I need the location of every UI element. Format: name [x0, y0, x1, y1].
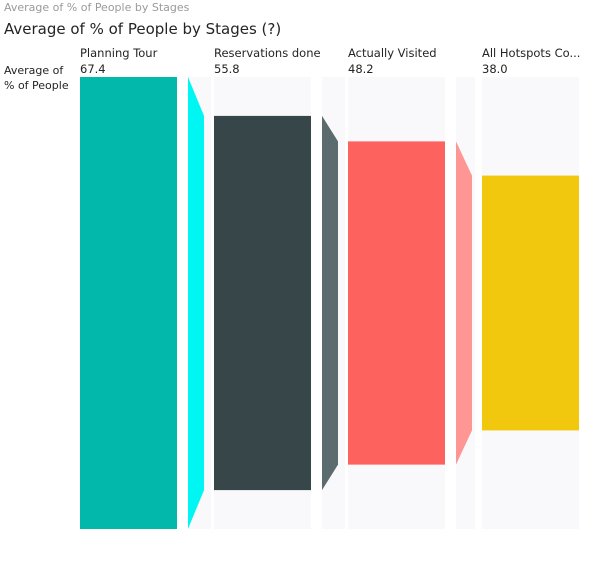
funnel-connector-2: [456, 141, 472, 465]
funnel-bar-3[interactable]: [482, 175, 579, 431]
funnel-connector-1: [322, 115, 338, 491]
stage-label-2: Actually Visited: [348, 46, 437, 60]
funnel-connector-0: [188, 77, 204, 529]
funnel-bar-2[interactable]: [348, 141, 445, 465]
stage-label-3: All Hotspots Co...: [482, 46, 580, 60]
stage-value-3: 38.0: [482, 62, 508, 76]
stage-label-1: Reservations done: [214, 46, 321, 60]
stage-value-0: 67.4: [80, 62, 106, 76]
window-title: Average of % of People by Stages: [4, 1, 190, 14]
row-label: Average of % of People: [4, 64, 69, 92]
chart-title: Average of % of People by Stages (?): [4, 20, 282, 38]
stage-value-2: 48.2: [348, 62, 374, 76]
stage-label-0: Planning Tour: [80, 46, 158, 60]
funnel-bar-1[interactable]: [214, 115, 311, 491]
stage-value-1: 55.8: [214, 62, 240, 76]
funnel-bar-0[interactable]: [80, 77, 177, 529]
